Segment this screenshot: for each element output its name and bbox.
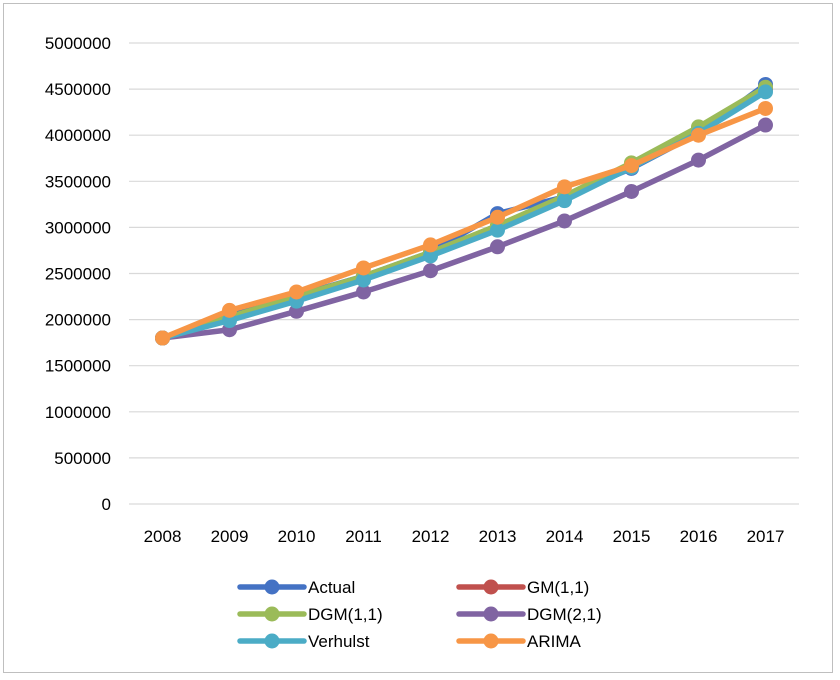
- data-point: [490, 239, 505, 255]
- series-line: [159, 84, 769, 341]
- legend-item: DGM(1,1): [237, 605, 383, 624]
- gridlines: [129, 42, 799, 505]
- legend-item: GM(1,1): [456, 578, 589, 597]
- series-line: [159, 86, 769, 341]
- data-point: [222, 302, 237, 318]
- legend-swatch-marker: [483, 633, 499, 649]
- data-point: [423, 248, 438, 264]
- series-line: [159, 105, 769, 341]
- y-tick-label: 5000000: [45, 34, 111, 53]
- data-point: [691, 152, 706, 168]
- legend-label: DGM(2,1): [527, 605, 602, 624]
- x-tick-label: 2017: [747, 527, 785, 546]
- data-point: [155, 330, 170, 346]
- data-point: [758, 84, 773, 100]
- data-point: [557, 193, 572, 209]
- x-axis: 2008 2009 2010 2011 2012 2013 2014 2015 2016 2017: [144, 527, 785, 546]
- legend-swatch-marker: [483, 606, 499, 622]
- series-line: [159, 81, 769, 341]
- legend-item: Actual: [237, 578, 355, 597]
- y-tick-label: 1500000: [45, 357, 111, 376]
- legend: Actual GM(1,1) DGM(1,1) DGM(2,1) Verhulst ARI…: [237, 578, 602, 651]
- series-dgm-2-1-: [155, 117, 773, 346]
- y-tick-label: 2000000: [45, 311, 111, 330]
- legend-swatch-marker: [264, 579, 280, 595]
- x-tick-label: 2016: [680, 527, 718, 546]
- y-tick-label: 500000: [54, 449, 111, 468]
- y-tick-label: 3500000: [45, 172, 111, 191]
- x-tick-label: 2011: [345, 527, 382, 546]
- x-tick-label: 2009: [211, 527, 249, 546]
- legend-label: DGM(1,1): [308, 605, 383, 624]
- data-point: [423, 263, 438, 279]
- y-tick-label: 3000000: [45, 218, 111, 237]
- legend-label: Verhulst: [308, 632, 370, 651]
- data-point: [289, 284, 304, 300]
- x-tick-label: 2015: [613, 527, 651, 546]
- y-tick-label: 4000000: [45, 126, 111, 145]
- chart-frame: 0 500000 1000000 1500000 2000000 2500000 30000…: [3, 3, 833, 673]
- line-chart: 0 500000 1000000 1500000 2000000 2500000 30000…: [45, 34, 799, 651]
- legend-swatch-marker: [264, 633, 280, 649]
- data-point: [557, 213, 572, 229]
- legend-label: GM(1,1): [527, 578, 589, 597]
- data-point: [356, 260, 371, 276]
- data-point: [691, 127, 706, 143]
- y-tick-label: 1000000: [45, 403, 111, 422]
- x-tick-label: 2013: [479, 527, 517, 546]
- data-point: [490, 209, 505, 225]
- data-point: [758, 117, 773, 133]
- data-point: [356, 272, 371, 288]
- y-tick-label: 4500000: [45, 80, 111, 99]
- data-point: [356, 284, 371, 300]
- x-tick-label: 2008: [144, 527, 182, 546]
- series-line: [159, 122, 769, 341]
- legend-item: ARIMA: [456, 632, 582, 651]
- legend-swatch-marker: [483, 579, 499, 595]
- series-arima: [155, 100, 773, 346]
- data-point: [624, 183, 639, 199]
- data-point: [423, 237, 438, 253]
- data-point: [490, 222, 505, 238]
- legend-label: ARIMA: [527, 632, 582, 651]
- y-tick-label: 2500000: [45, 265, 111, 284]
- legend-label: Actual: [308, 578, 355, 597]
- legend-item: DGM(2,1): [456, 605, 602, 624]
- y-tick-label: 0: [102, 495, 111, 514]
- data-point: [624, 158, 639, 174]
- x-tick-label: 2010: [278, 527, 316, 546]
- series-group: [155, 76, 773, 346]
- data-point: [758, 100, 773, 116]
- x-tick-label: 2014: [546, 527, 584, 546]
- legend-item: Verhulst: [237, 632, 370, 651]
- y-axis: 0 500000 1000000 1500000 2000000 2500000 30000…: [45, 34, 111, 514]
- legend-swatch-marker: [264, 606, 280, 622]
- x-tick-label: 2012: [412, 527, 450, 546]
- data-point: [557, 179, 572, 195]
